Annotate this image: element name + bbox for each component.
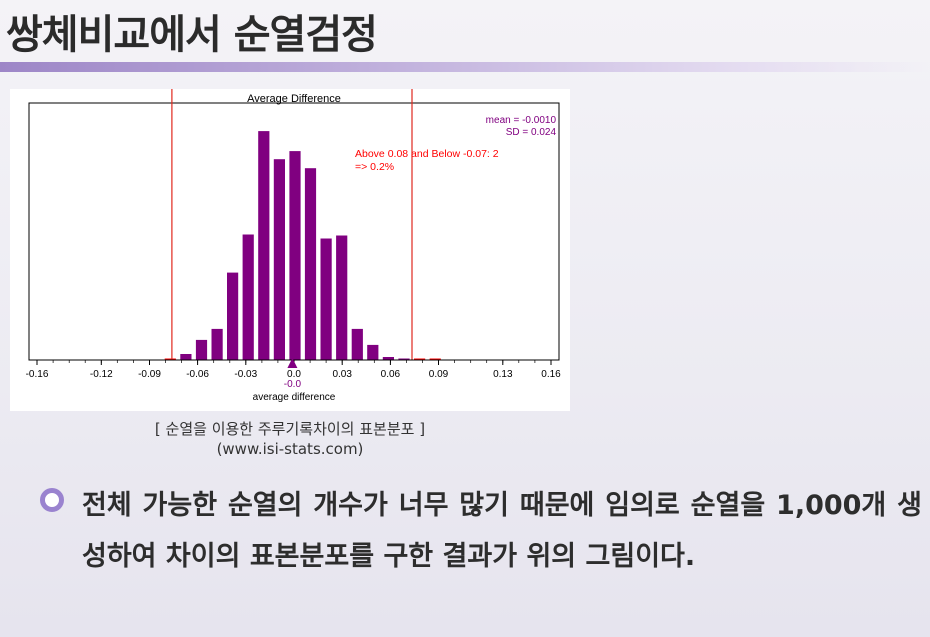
mean-triangle-marker	[287, 358, 298, 368]
bullet-circle-icon	[40, 488, 64, 512]
histogram-bar	[227, 272, 239, 360]
histogram-bar	[398, 358, 410, 360]
histogram-bar	[180, 354, 192, 360]
histogram-bar	[429, 358, 441, 360]
histogram-bar	[273, 159, 285, 360]
histogram-bar	[289, 151, 301, 360]
x-tick-label: 0.13	[493, 369, 513, 380]
bars-layer	[164, 131, 441, 360]
histogram-bar	[242, 234, 254, 360]
bullet-text: 전체 가능한 순열의 개수가 너무 많기 때문에 임의로 순열을 1,000개 …	[82, 490, 922, 572]
x-tick-label: -0.09	[138, 369, 161, 380]
chart-title: Average Difference	[247, 93, 341, 105]
histogram-chart: Average Difference -0.16 -0.12 -0.09 -0.06-…	[26, 89, 561, 403]
cutoff-lines	[171, 89, 413, 360]
x-tick-label: 0.09	[429, 369, 449, 380]
histogram-bar	[351, 328, 363, 360]
histogram-bar	[258, 131, 270, 360]
x-tick-label: -0.16	[26, 369, 49, 380]
x-axis-label: average difference	[253, 392, 336, 403]
stats-annotation: SD = 0.024	[506, 127, 557, 138]
histogram-bar	[414, 358, 426, 360]
x-axis: -0.16 -0.12 -0.09 -0.06 -0.03 0.0 0.03 0.06 0.09…	[26, 359, 561, 380]
histogram-bar	[320, 238, 332, 360]
histogram-bar	[382, 357, 394, 360]
histogram-bar	[336, 235, 348, 360]
x-tick-label: 0.03	[332, 369, 352, 380]
x-tick-label: -0.03	[234, 369, 257, 380]
tail-annotation: Above 0.08 and Below -0.07: 2	[355, 148, 499, 160]
histogram-bar	[211, 328, 223, 360]
x-tick-label: -0.12	[90, 369, 113, 380]
histogram-bar	[304, 168, 317, 360]
slide-title: 쌍체비교에서 순열검정	[6, 12, 378, 58]
histogram-bar	[195, 339, 208, 360]
x-tick-label: 0.0	[287, 369, 301, 380]
figure-source: (www.isi-stats.com)	[216, 440, 364, 458]
mean-marker: -0.0	[284, 358, 302, 390]
x-tick-label: 0.06	[381, 369, 401, 380]
stats-annotation: mean = -0.0010	[486, 115, 557, 126]
histogram-panel: Average Difference -0.16 -0.12 -0.09 -0.06-…	[10, 89, 570, 411]
figure-caption: [ 순열을 이용한 주루기록차이의 표본분포 ]	[154, 420, 426, 438]
title-underline	[0, 62, 930, 72]
tail-annotation: => 0.2%	[355, 161, 394, 173]
histogram-bar	[164, 358, 176, 360]
histogram-bar	[367, 344, 379, 360]
mean-marker-label: -0.0	[284, 379, 302, 390]
x-tick-label: -0.06	[186, 369, 209, 380]
x-tick-label: 0.16	[541, 369, 561, 380]
